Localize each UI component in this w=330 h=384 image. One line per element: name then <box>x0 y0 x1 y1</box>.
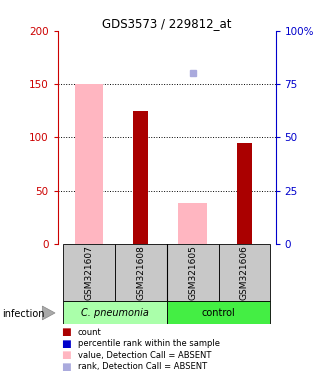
Text: percentile rank within the sample: percentile rank within the sample <box>78 339 219 348</box>
Text: GSM321605: GSM321605 <box>188 245 197 300</box>
Text: C. pneumonia: C. pneumonia <box>81 308 149 318</box>
Text: rank, Detection Call = ABSENT: rank, Detection Call = ABSENT <box>78 362 207 371</box>
Text: ■: ■ <box>61 339 71 349</box>
Text: infection: infection <box>2 309 44 319</box>
Text: value, Detection Call = ABSENT: value, Detection Call = ABSENT <box>78 351 211 360</box>
Text: GSM321607: GSM321607 <box>84 245 93 300</box>
Text: control: control <box>202 308 235 318</box>
Bar <box>167 244 218 301</box>
Text: ■: ■ <box>61 350 71 360</box>
Text: GSM321606: GSM321606 <box>240 245 249 300</box>
Polygon shape <box>42 306 55 320</box>
Bar <box>115 244 167 301</box>
Bar <box>63 244 115 301</box>
Title: GDS3573 / 229812_at: GDS3573 / 229812_at <box>102 17 231 30</box>
Text: ■: ■ <box>61 362 71 372</box>
Bar <box>237 142 252 244</box>
Bar <box>167 301 270 324</box>
Bar <box>178 204 207 244</box>
Bar <box>63 301 167 324</box>
Bar <box>75 84 103 244</box>
Text: count: count <box>78 328 101 337</box>
Text: ■: ■ <box>61 327 71 337</box>
Text: GSM321608: GSM321608 <box>136 245 145 300</box>
Bar <box>133 111 148 244</box>
Bar <box>218 244 270 301</box>
